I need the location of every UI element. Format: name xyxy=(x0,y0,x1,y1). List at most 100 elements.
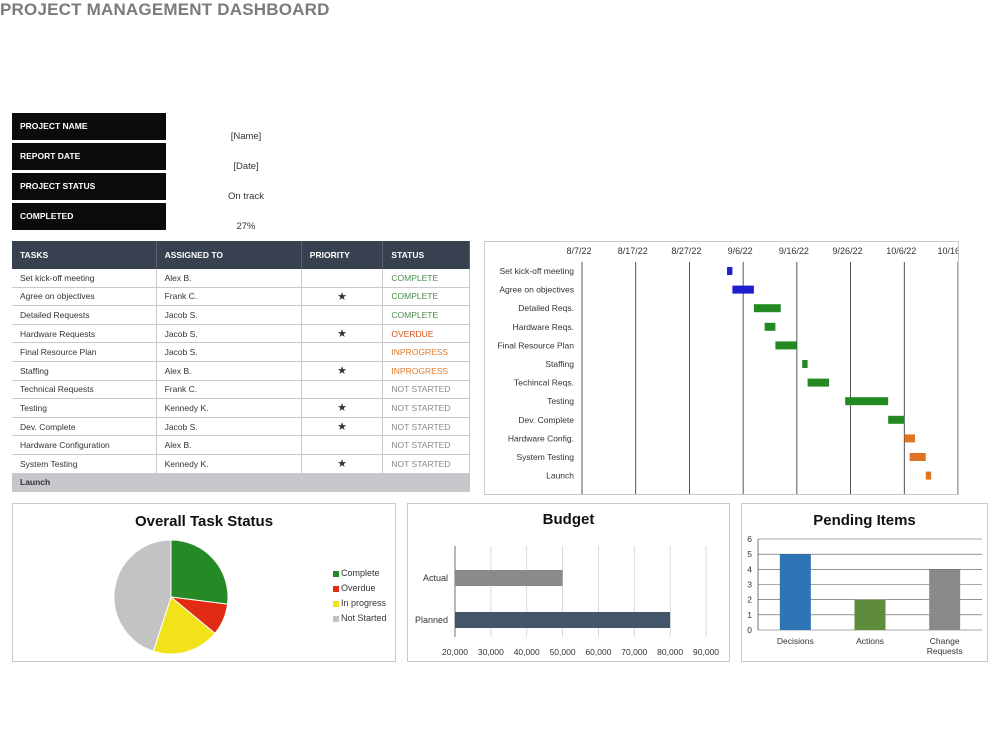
pie-chart-title: Overall Task Status xyxy=(134,513,274,530)
info-value: On track xyxy=(228,191,264,202)
assigned-cell: Alex B. xyxy=(156,269,302,288)
gantt-task-label: Hardware Config. xyxy=(508,433,574,443)
gantt-task-label: Hardware Reqs. xyxy=(513,322,574,332)
task-cell: Final Resource Plan xyxy=(12,342,157,362)
y-tick-label: 6 xyxy=(747,534,752,544)
table-row: Detailed Requests Jacob S. COMPLETE xyxy=(12,305,470,325)
legend-item: Overdue xyxy=(333,583,376,593)
table-row: Staffing Alex B. ★ INPROGRESS xyxy=(12,361,470,381)
x-tick-label: Change xyxy=(930,636,960,646)
y-tick-label: 4 xyxy=(747,564,752,574)
y-tick-label: 5 xyxy=(747,549,752,559)
gantt-bar xyxy=(845,397,889,406)
priority-cell xyxy=(301,435,384,455)
x-tick-label: 8/17/22 xyxy=(618,246,648,256)
pie-slice xyxy=(170,539,229,605)
status-cell: NOT STARTED xyxy=(382,435,470,455)
gantt-bar xyxy=(764,322,776,331)
info-value: 27% xyxy=(236,221,256,232)
task-cell: System Testing xyxy=(12,454,157,474)
info-label: COMPLETED xyxy=(12,203,166,230)
gantt-bar xyxy=(925,471,932,480)
info-label: REPORT DATE xyxy=(12,143,166,170)
legend-label: In progress xyxy=(341,598,387,608)
legend-label: Not Started xyxy=(341,613,387,623)
priority-cell: ★ xyxy=(301,324,384,344)
priority-cell xyxy=(301,473,384,493)
x-tick-label: 70,000 xyxy=(621,647,647,657)
legend-swatch xyxy=(333,585,339,592)
y-tick-label: Actual xyxy=(423,573,448,583)
assigned-cell: Jacob S. xyxy=(156,342,302,362)
gantt-bar xyxy=(753,304,781,313)
y-tick-label: 1 xyxy=(747,610,752,620)
gantt-task-label: Set kick-off meeting xyxy=(500,266,575,276)
gantt-task-label: Launch xyxy=(546,471,574,481)
budget-bar xyxy=(455,612,671,628)
x-tick-label: 40,000 xyxy=(514,647,540,657)
gantt-task-label: Testing xyxy=(547,396,574,406)
priority-cell xyxy=(301,342,384,362)
x-tick-label: 9/6/22 xyxy=(728,246,753,256)
task-cell: Hardware Requests xyxy=(12,324,157,344)
x-tick-label: 50,000 xyxy=(550,647,576,657)
y-tick-label: 2 xyxy=(747,595,752,605)
table-row: Technical Requests Frank C. NOT STARTED xyxy=(12,380,470,400)
priority-cell: ★ xyxy=(301,417,384,437)
table-row: Launch xyxy=(12,473,470,493)
gantt-task-label: Detailed Reqs. xyxy=(518,303,574,313)
gantt-bar xyxy=(888,415,905,424)
status-cell: COMPLETE xyxy=(382,269,470,288)
legend-swatch xyxy=(333,600,339,607)
legend-item: Not Started xyxy=(333,613,387,623)
assigned-cell xyxy=(156,473,302,493)
tasks-table: TASKS ASSIGNED TO PRIORITY STATUS Set kick-… xyxy=(12,241,470,493)
info-value: [Name] xyxy=(230,131,262,142)
table-row: Final Resource Plan Jacob S. INPROGRESS xyxy=(12,342,470,362)
column-header: ASSIGNED TO xyxy=(156,241,302,269)
table-row: Testing Kennedy K. ★ NOT STARTED xyxy=(12,398,470,418)
status-cell xyxy=(382,473,470,493)
table-row: Dev. Complete Jacob S. ★ NOT STARTED xyxy=(12,417,470,437)
x-tick-label: 9/26/22 xyxy=(833,246,863,256)
status-cell: COMPLETE xyxy=(382,287,470,307)
gantt-bar xyxy=(732,285,754,294)
task-cell: Detailed Requests xyxy=(12,305,157,325)
x-tick-label: 60,000 xyxy=(585,647,611,657)
pie-chart xyxy=(113,539,229,655)
task-status-panel: Overall Task Status Complete Overdue In pr… xyxy=(12,503,396,662)
legend-swatch xyxy=(333,570,339,577)
pending-bar xyxy=(929,569,961,630)
table-row: Agree on objectives Frank C. ★ COMPLETE xyxy=(12,287,470,307)
status-cell: INPROGRESS xyxy=(382,361,470,381)
priority-cell: ★ xyxy=(301,361,384,381)
table-row: Set kick-off meeting Alex B. COMPLETE xyxy=(12,269,470,288)
column-header: PRIORITY xyxy=(301,241,384,269)
gantt-bar xyxy=(727,267,733,275)
gantt-task-label: Dev. Complete xyxy=(518,415,574,425)
tasks-table-header: TASKS ASSIGNED TO PRIORITY STATUS xyxy=(12,241,470,269)
y-tick-label: 0 xyxy=(747,625,752,635)
status-cell: NOT STARTED xyxy=(382,380,470,400)
x-tick-label: 10/6/22 xyxy=(886,246,916,256)
x-tick-label: Requests xyxy=(927,646,963,656)
assigned-cell: Jacob S. xyxy=(156,305,302,325)
column-header: STATUS xyxy=(382,241,470,269)
legend-label: Complete xyxy=(341,568,380,578)
gantt-bar xyxy=(802,360,808,368)
table-row: System Testing Kennedy K. ★ NOT STARTED xyxy=(12,454,470,474)
budget-chart: 20,000 30,000 40,000 50,000 60,000 70,000 80,0… xyxy=(415,546,719,657)
task-cell: Testing xyxy=(12,398,157,418)
pending-panel: Pending Items 0 1 2 3 4 5 6 Decisions Actions Cha… xyxy=(741,503,988,662)
assigned-cell: Jacob S. xyxy=(156,324,302,344)
assigned-cell: Alex B. xyxy=(156,361,302,381)
x-tick-label: 9/16/22 xyxy=(779,246,809,256)
budget-chart-title: Budget xyxy=(542,511,595,528)
pending-bar xyxy=(779,554,811,630)
budget-panel: Budget 20,000 30,000 40,000 50,000 60,000 70,… xyxy=(407,503,730,662)
x-tick-label: 80,000 xyxy=(657,647,683,657)
info-value: [Date] xyxy=(233,161,259,172)
page-title: PROJECT MANAGEMENT DASHBOARD xyxy=(0,0,330,19)
pending-chart-title: Pending Items xyxy=(813,512,916,529)
